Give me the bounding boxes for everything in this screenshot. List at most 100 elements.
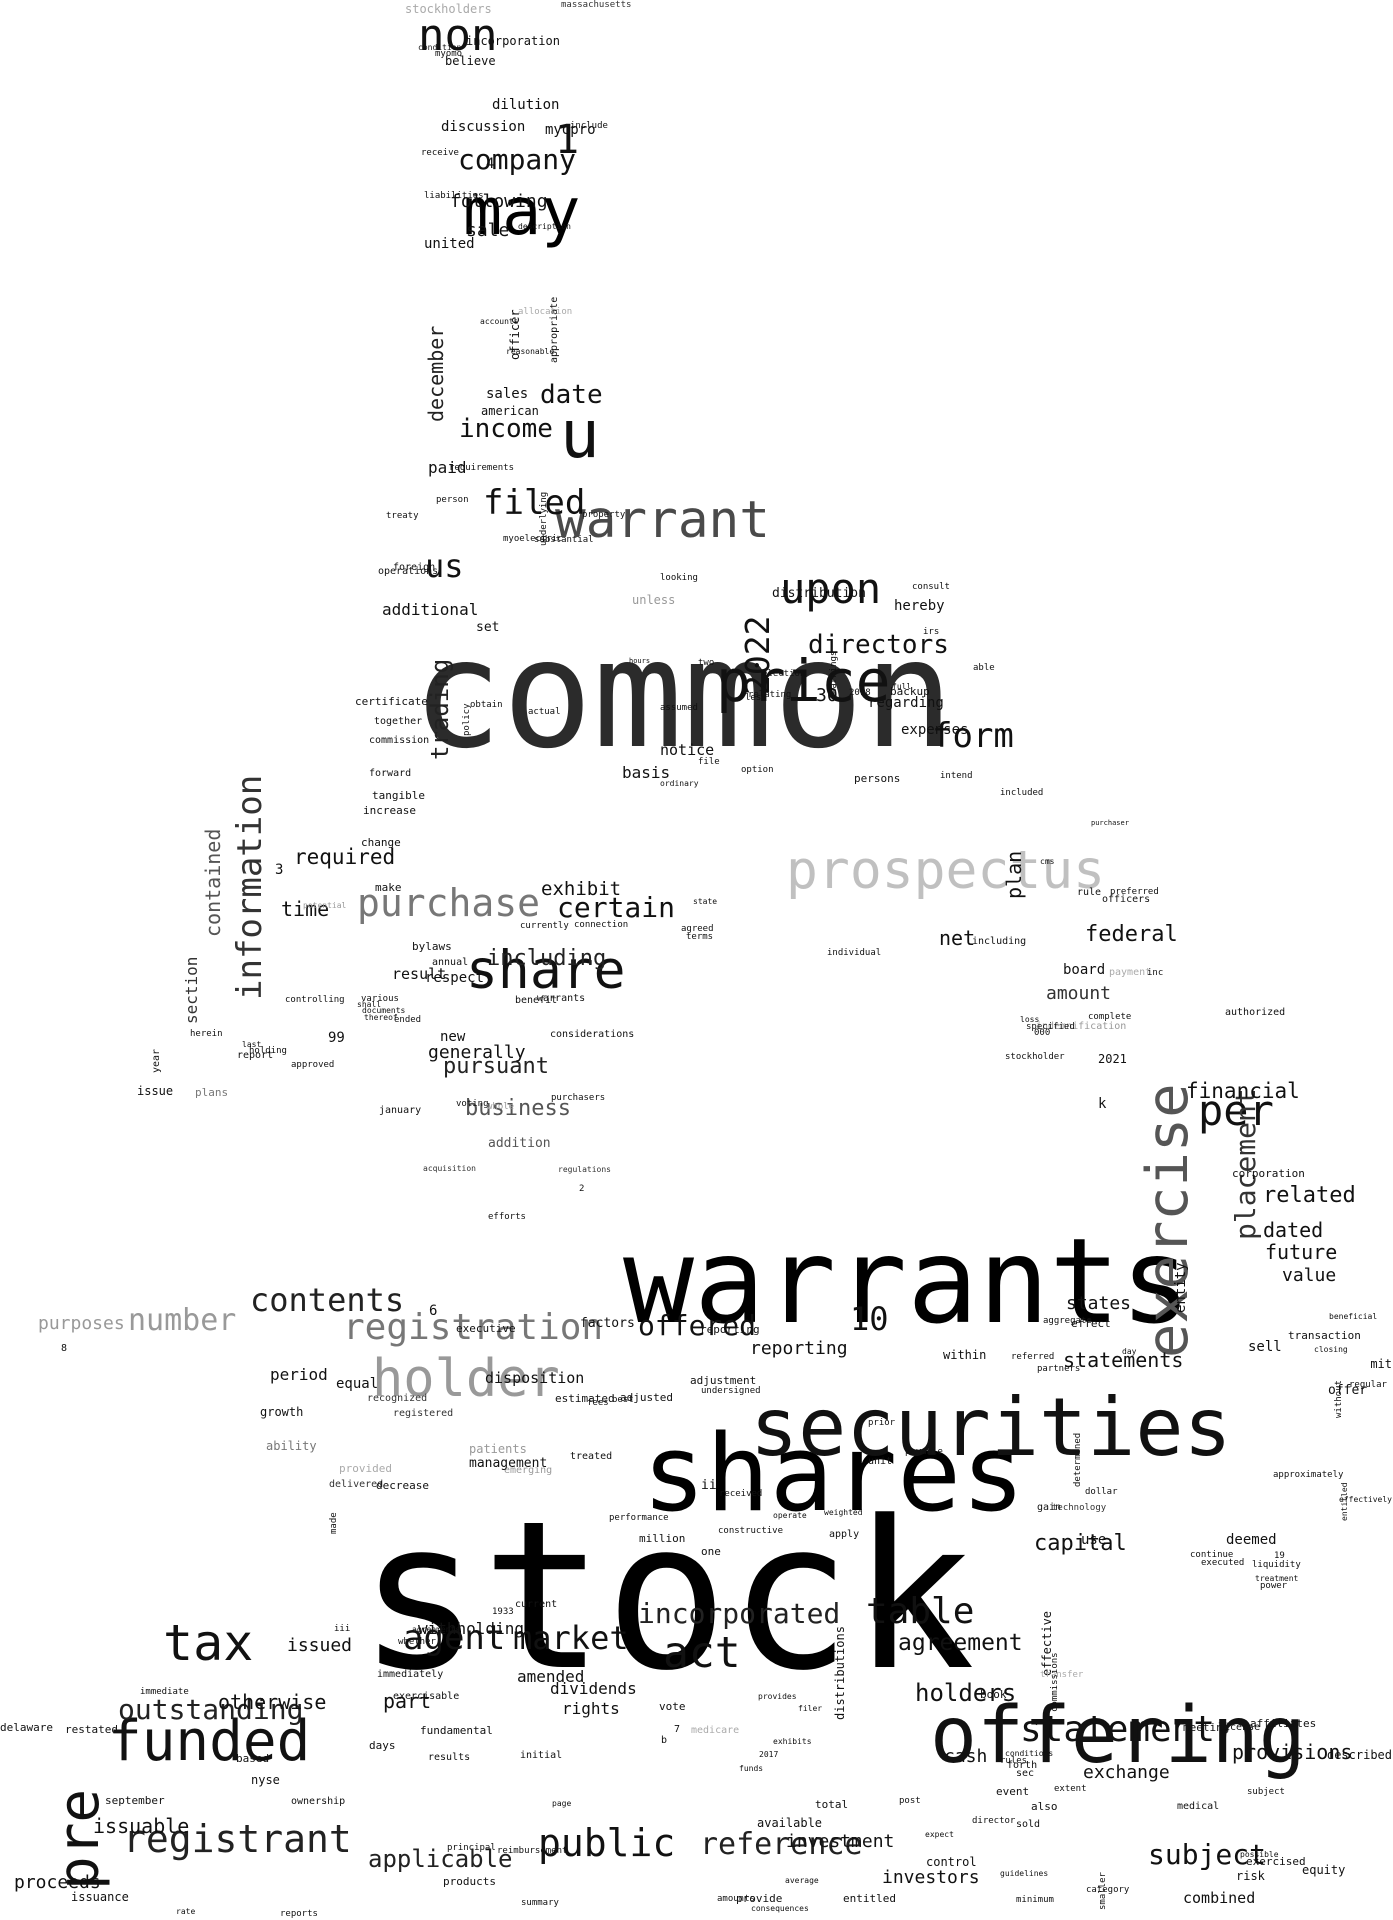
word-cloud-word: sell <box>1248 1339 1282 1355</box>
word-cloud-word: expect <box>925 1830 954 1839</box>
word-cloud-word: event <box>996 1785 1030 1798</box>
word-cloud-word: basis <box>622 763 671 782</box>
word-cloud-word: united <box>424 236 475 252</box>
word-cloud-word: best <box>612 1395 634 1405</box>
word-cloud-word: substantial <box>534 535 594 545</box>
word-cloud-word: prior <box>868 1418 896 1428</box>
word-cloud-word: amended <box>517 1667 585 1686</box>
word-cloud-word: increase <box>363 804 416 817</box>
word-cloud-word: patients <box>469 1442 527 1456</box>
word-cloud-word: days <box>369 1739 396 1752</box>
word-cloud-word: backup <box>890 685 930 698</box>
word-cloud-word: equal <box>336 1376 379 1392</box>
word-cloud-word: approved <box>291 1060 335 1070</box>
word-cloud-word: act <box>663 1628 741 1678</box>
word-cloud-word: exercise <box>1135 1083 1201 1358</box>
word-cloud-word: treatment <box>1255 1574 1299 1583</box>
word-cloud-word: k <box>1098 1096 1107 1112</box>
word-cloud-word: current <box>515 1599 558 1610</box>
word-cloud-word: allocation <box>518 307 573 317</box>
word-cloud-word: investors <box>882 1867 980 1888</box>
word-cloud-word: subject <box>1148 1838 1267 1871</box>
word-cloud-word: plan <box>1002 850 1026 899</box>
word-cloud-word: common <box>412 608 954 782</box>
word-cloud-word: 000 <box>1034 1028 1051 1038</box>
word-cloud-word: relating <box>748 690 792 700</box>
word-cloud-word: file <box>698 757 720 767</box>
word-cloud-word: rights <box>562 1699 620 1718</box>
word-cloud-word: 2021 <box>1098 1052 1127 1066</box>
word-cloud-word: reimbursement <box>497 1846 568 1856</box>
word-cloud-word: statements <box>1063 1348 1184 1372</box>
word-cloud-word: b <box>661 1735 668 1746</box>
word-cloud-word: required <box>294 845 396 869</box>
word-cloud-word: adjusted <box>620 1391 673 1404</box>
word-cloud-word: proceeds <box>14 1872 101 1893</box>
word-cloud-word: states <box>1066 1293 1132 1314</box>
word-cloud-word: may <box>463 175 581 250</box>
word-cloud-word: registered <box>393 1408 454 1419</box>
word-cloud-word: massachusetts <box>561 0 632 10</box>
word-cloud-word: hours <box>629 657 651 665</box>
word-cloud-word: meeting <box>1183 1721 1230 1734</box>
word-cloud-word: change <box>361 836 401 849</box>
word-cloud-word: regarding <box>868 695 944 711</box>
word-cloud-word: expenses <box>901 722 969 738</box>
word-cloud-word: date <box>540 380 603 410</box>
word-cloud-word: aggregate <box>1043 1316 1092 1326</box>
word-cloud-word: distribution <box>772 586 866 601</box>
word-cloud-word: complete <box>1088 1012 1132 1022</box>
word-cloud-word: emerging <box>504 1465 553 1476</box>
word-cloud-word: full <box>892 682 912 691</box>
word-cloud-word: value <box>1282 1265 1337 1286</box>
word-cloud-word: weighted <box>824 1508 863 1517</box>
word-cloud-word: state <box>693 897 718 906</box>
word-cloud-word: purposes <box>38 1313 125 1334</box>
word-cloud-word: liabilities <box>424 191 484 201</box>
word-cloud-word: earnings <box>829 650 839 694</box>
word-cloud-word: holding <box>249 1046 287 1056</box>
word-cloud-word: related <box>1263 1183 1356 1208</box>
word-cloud-word: deemed <box>1226 1532 1277 1548</box>
word-cloud-word: election <box>762 669 806 679</box>
word-cloud-word: tax <box>163 1614 254 1672</box>
word-cloud-word: offer <box>1328 1383 1368 1398</box>
word-cloud-word: page <box>552 1799 572 1808</box>
word-cloud-word: paid <box>428 458 467 477</box>
word-cloud-word: exhibits <box>773 1737 812 1746</box>
word-cloud-word: notice <box>660 741 715 759</box>
word-cloud-word: nyse <box>251 1773 280 1787</box>
word-cloud-word: form <box>932 716 1014 756</box>
word-cloud-word: year <box>151 1048 162 1073</box>
word-cloud-word: property <box>582 510 626 520</box>
word-cloud-word: cash <box>944 1746 988 1767</box>
word-cloud-word: incorporated <box>638 1597 841 1630</box>
word-cloud-word: contained <box>201 828 225 937</box>
word-cloud-word: section <box>182 956 201 1024</box>
word-cloud-word: preferred <box>1110 887 1159 897</box>
word-cloud-word: combined <box>1183 1889 1256 1907</box>
word-cloud-word: condition <box>418 43 462 52</box>
word-cloud-word: offered <box>638 1309 757 1342</box>
word-cloud-word: exercised <box>1246 1855 1306 1868</box>
word-cloud-word: additional <box>382 600 479 619</box>
word-cloud-word: board <box>1063 962 1106 978</box>
word-cloud-word: stockholder <box>1005 1052 1065 1062</box>
word-cloud-word: fundamental <box>420 1724 493 1737</box>
word-cloud-word: shares <box>642 1412 1025 1535</box>
word-cloud-word: outstanding <box>118 1693 304 1726</box>
word-cloud-word: authorized <box>1225 1007 1286 1018</box>
word-cloud-word: possible <box>1240 1850 1279 1859</box>
word-cloud-word: federal <box>1085 922 1178 947</box>
word-cloud-word: filed <box>483 483 586 523</box>
word-cloud-word: hereby <box>894 598 945 614</box>
word-cloud-word: total <box>815 1798 849 1811</box>
word-cloud-word: also <box>1031 1800 1058 1813</box>
word-cloud-word: pursuant <box>443 1054 549 1079</box>
word-cloud-word: incorporation <box>466 34 560 48</box>
word-cloud-word: amounts <box>717 1894 755 1904</box>
word-cloud-word: holder <box>372 1349 560 1409</box>
word-cloud-word: included <box>1000 788 1044 798</box>
word-cloud-word: purchase <box>357 881 541 925</box>
word-cloud-word: closing <box>1314 1345 1348 1354</box>
